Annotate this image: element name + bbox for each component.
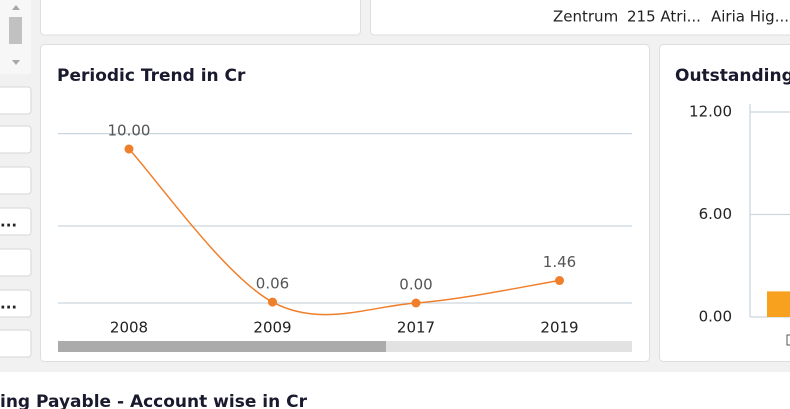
data-label: 0.06 [256,275,289,293]
section-title: ing Payable - Account wise in Cr [0,392,308,409]
point [268,297,277,307]
data-label: 1.46 [543,253,576,271]
top-item: Zentrum [553,8,618,26]
x-tick-label: 2019 [540,319,578,337]
sidebar-item: ... [0,295,17,313]
input-box [0,248,32,277]
bar [767,291,790,317]
chart-title: Outstanding [675,66,790,86]
data-label: 10.00 [108,122,151,140]
top-item: 215 Atri... [627,8,701,26]
top-item: Airia Hig... [711,8,789,26]
chart-scrollbar-thumb[interactable] [58,341,386,352]
input-box [0,289,32,318]
scrollbar-thumb[interactable] [9,17,22,44]
sidebar-item: ... [0,213,17,231]
data-label: 0.00 [399,276,432,294]
x-tick-label: 2009 [253,319,291,337]
x-tick-label: 2008 [110,319,148,337]
bottom-panel [0,372,790,409]
input-box [0,329,32,358]
point [555,276,564,286]
legend-checkbox[interactable] [786,334,790,346]
chart-panel [659,44,790,362]
point [411,298,421,308]
top-panel [370,0,790,36]
top-panel [40,0,361,36]
y-tick-label: 6.00 [699,205,732,223]
input-box [0,125,32,154]
y-tick-label: 12.00 [689,103,732,121]
input-box [0,166,32,195]
input-box [0,207,32,236]
y-tick-label: 0.00 [699,308,732,326]
line [128,148,560,316]
chart-title: Periodic Trend in Cr [57,66,246,86]
chart-panel [40,44,650,362]
x-tick-label: 2017 [397,319,435,337]
point [124,144,134,154]
input-box [0,86,32,115]
